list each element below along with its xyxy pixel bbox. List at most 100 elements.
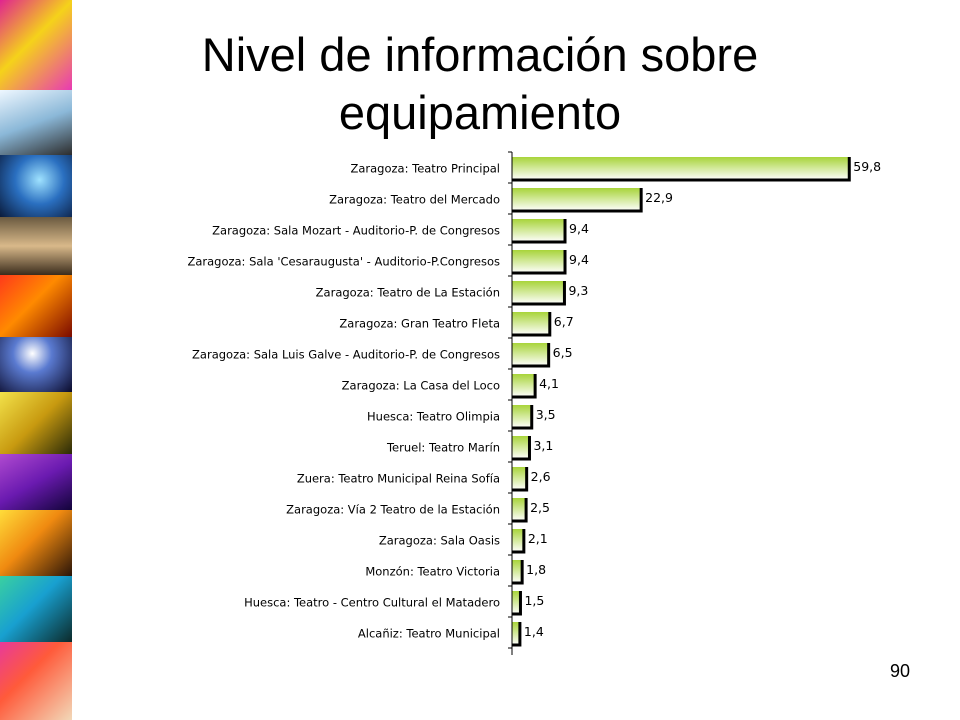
- bar: [512, 560, 524, 585]
- bar-shadow-edge: [512, 250, 567, 275]
- value-label: 2,5: [530, 500, 550, 515]
- bar-fill: [512, 312, 550, 335]
- value-label: 1,5: [524, 593, 544, 608]
- page-number: 90: [889, 661, 910, 681]
- bar-fill: [512, 250, 566, 273]
- photo-tile: [0, 454, 72, 510]
- category-label: Huesca: Teatro - Centro Cultural el Mata…: [244, 596, 500, 610]
- bar-shadow-edge: [512, 467, 529, 492]
- bar: [512, 281, 566, 306]
- value-label: 2,1: [528, 531, 548, 546]
- bar: [512, 622, 522, 647]
- photo-tile: [0, 217, 72, 275]
- category-label: Zuera: Teatro Municipal Reina Sofía: [297, 472, 500, 486]
- bar: [512, 250, 567, 275]
- category-labels: Zaragoza: Teatro Principal Zaragoza: Teat…: [187, 162, 500, 641]
- bar: [512, 467, 529, 492]
- value-labels: 59,8 22,9 9,4 9,4 9,3 6,7 6,5 4,1 3,5 3,1 2,6 2,5 2,…: [524, 159, 881, 639]
- bar: [512, 157, 851, 182]
- category-label: Zaragoza: Vía 2 Teatro de la Estación: [286, 503, 500, 517]
- bar-fill: [512, 188, 642, 211]
- value-label: 2,6: [531, 469, 551, 484]
- bar-shadow-edge: [512, 436, 531, 461]
- category-label: Zaragoza: Sala Mozart - Auditorio-P. de …: [212, 224, 500, 238]
- bar-fill: [512, 467, 527, 490]
- value-label: 9,4: [569, 252, 589, 267]
- bar-shadow-edge: [512, 374, 537, 399]
- bar-fill: [512, 219, 566, 242]
- category-label: Zaragoza: Teatro Principal: [350, 162, 500, 176]
- bar: [512, 188, 643, 213]
- category-label: Zaragoza: Sala 'Cesaraugusta' - Auditori…: [187, 255, 500, 269]
- bar-shadow-edge: [512, 219, 567, 244]
- category-label: Teruel: Teatro Marín: [386, 441, 500, 455]
- value-label: 1,8: [526, 562, 546, 577]
- photo-tile: [0, 642, 72, 720]
- bar-fill: [512, 591, 521, 614]
- bar: [512, 343, 551, 368]
- value-label: 59,8: [853, 159, 881, 174]
- bar-shadow-edge: [512, 312, 552, 337]
- bar-shadow-edge: [512, 343, 551, 368]
- bar-fill: [512, 529, 524, 552]
- photo-tile: [0, 275, 72, 337]
- bar-fill: [512, 374, 536, 397]
- bar-fill: [512, 436, 530, 459]
- bar: [512, 405, 534, 430]
- bar-shadow-edge: [512, 188, 643, 213]
- bar: [512, 498, 528, 523]
- category-label: Zaragoza: Sala Oasis: [379, 534, 500, 548]
- bar-shadow-edge: [512, 281, 566, 306]
- value-label: 3,5: [536, 407, 556, 422]
- value-label: 4,1: [539, 376, 559, 391]
- decorative-photo-strip: [0, 0, 72, 720]
- value-label: 9,4: [569, 221, 589, 236]
- photo-tile: [0, 90, 72, 155]
- category-label: Zaragoza: Gran Teatro Fleta: [339, 317, 500, 331]
- bar: [512, 529, 526, 554]
- photo-tile: [0, 392, 72, 454]
- bar: [512, 219, 567, 244]
- category-label: Zaragoza: Sala Luis Galve - Auditorio-P.…: [192, 348, 500, 362]
- bar-shadow-edge: [512, 529, 526, 554]
- category-label: Huesca: Teatro Olimpia: [367, 410, 500, 424]
- value-label: 22,9: [645, 190, 673, 205]
- photo-tile: [0, 0, 72, 90]
- title-line-2: equipamiento: [338, 86, 622, 139]
- value-label: 1,4: [524, 624, 544, 639]
- bar: [512, 312, 552, 337]
- photo-tile: [0, 576, 72, 642]
- value-label: 3,1: [533, 438, 553, 453]
- bar: [512, 436, 531, 461]
- bar-fill: [512, 498, 527, 521]
- bar-fill: [512, 157, 850, 180]
- photo-tile: [0, 155, 72, 217]
- bars: [512, 157, 851, 647]
- category-label: Zaragoza: Teatro del Mercado: [329, 193, 500, 207]
- category-label: Alcañiz: Teatro Municipal: [358, 627, 500, 641]
- value-label: 9,3: [568, 283, 588, 298]
- title-line-1: Nivel de información sobre: [201, 28, 759, 81]
- bar-shadow-edge: [512, 560, 524, 585]
- bar: [512, 591, 522, 616]
- bar-shadow-edge: [512, 591, 522, 616]
- bar-fill: [512, 622, 520, 645]
- photo-tile: [0, 510, 72, 576]
- category-label: Zaragoza: Teatro de La Estación: [316, 286, 500, 300]
- value-label: 6,5: [553, 345, 573, 360]
- bar: [512, 374, 537, 399]
- bar-fill: [512, 281, 565, 304]
- value-label: 6,7: [554, 314, 574, 329]
- category-label: Zaragoza: La Casa del Loco: [342, 379, 500, 393]
- bar-shadow-edge: [512, 157, 851, 182]
- bar-fill: [512, 343, 549, 366]
- slide-title: Nivel de información sobre equipamiento: [100, 26, 860, 142]
- y-axis: [508, 151, 513, 655]
- bar-fill: [512, 560, 523, 583]
- category-label: Monzón: Teatro Victoria: [365, 565, 500, 579]
- bar-fill: [512, 405, 532, 428]
- bar-shadow-edge: [512, 498, 528, 523]
- bar-shadow-edge: [512, 405, 534, 430]
- bar-shadow-edge: [512, 622, 522, 647]
